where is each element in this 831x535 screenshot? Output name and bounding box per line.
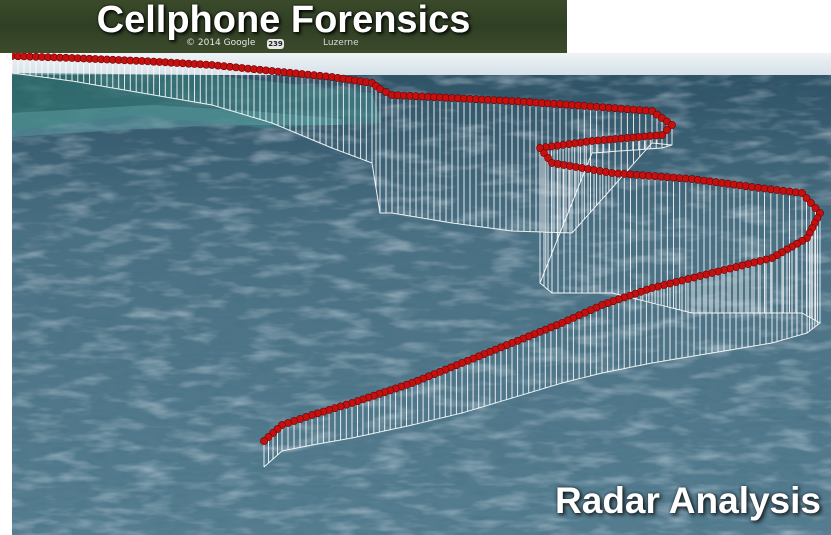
track-point: [798, 189, 806, 197]
banner-title: Cellphone Forensics: [96, 0, 471, 41]
altitude-curtain: [12, 56, 821, 467]
title-banner: Cellphone Forensics © 2014 Google 239 Lu…: [0, 0, 567, 53]
flight-track-3d-view: [12, 53, 831, 535]
track-point: [260, 437, 268, 445]
track-point: [807, 199, 815, 207]
flight-track-points: [12, 53, 824, 445]
corner-label: Radar Analysis: [555, 480, 821, 521]
map-town-label: Luzerne: [323, 38, 359, 48]
left-margin-strip: [0, 53, 12, 535]
track-point: [802, 194, 811, 202]
track-point: [668, 121, 676, 129]
track-point: [811, 204, 820, 212]
road-shield-icon: 239: [267, 39, 284, 49]
map-copyright: © 2014 Google: [186, 38, 256, 48]
ground-trace: [12, 72, 821, 468]
track-point: [663, 126, 671, 134]
